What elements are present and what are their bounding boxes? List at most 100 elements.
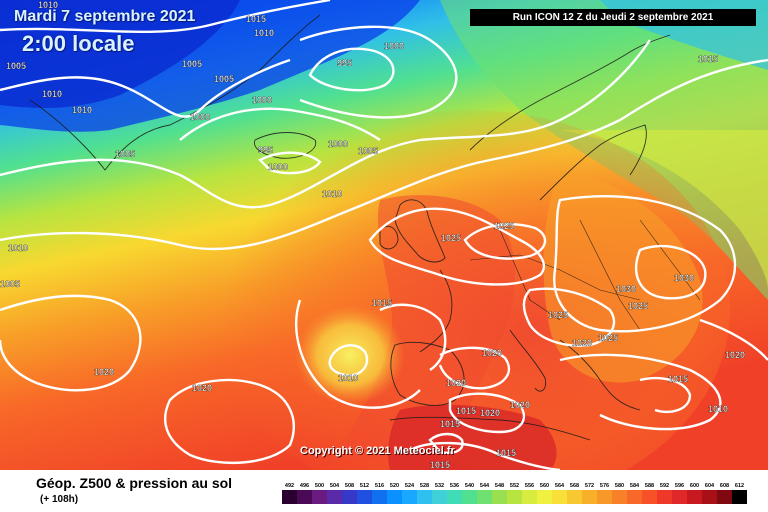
legend-label: 504 [330,483,340,489]
legend-label: 572 [585,483,594,489]
isobar-18 [163,378,295,464]
legend-swatch [612,490,627,504]
legend-label: 596 [675,483,684,489]
legend-swatch [312,490,327,504]
isobar-6 [0,39,651,209]
legend-swatch [657,490,672,504]
isobar-7 [257,151,322,175]
legend-swatch [327,490,342,504]
border-3 [579,219,641,331]
isobar-22 [639,376,692,414]
isobar-2 [308,47,395,92]
isobar-label: 1005 [0,279,20,289]
greenland-coast [29,14,321,171]
border-1 [469,254,641,301]
isobar-label: 1015 [372,298,392,308]
legend-label: 556 [525,483,534,489]
norway-coast [469,34,671,151]
isobar-labels: 1010 1015 1010 1000 995 1005 1005 1010 1… [0,0,745,470]
isobar-label: 1015 [456,406,476,416]
isobar-label: 1025 [598,333,618,343]
legend-swatch [687,490,702,504]
isobar-label: 1010 [8,243,28,253]
sweden-finland-coast [539,124,647,201]
legend-label: 492 [285,483,294,489]
legend-swatch [567,490,582,504]
isobar-21 [559,353,722,431]
isobar-label: 1020 [572,338,592,348]
isobar-9 [368,207,546,286]
legend-label: 564 [555,483,565,489]
legend-label: 584 [630,483,640,489]
isobar-11 [553,195,737,333]
isobar-label: 1025 [441,233,461,243]
isobar-label: 1020 [480,408,500,418]
isobar-label: 1010 [42,89,62,99]
legend-label: 568 [570,483,579,489]
isobar-13 [522,287,616,347]
legend-swatch [552,490,567,504]
north-africa-coast [389,416,591,441]
isobar-label: 1000 [384,41,404,51]
iberia-coast [390,341,465,406]
legend-label: 528 [420,483,429,489]
legend-swatch [672,490,687,504]
isobar-label: 1010 [254,28,274,38]
cutoff-low-iberia [295,305,405,405]
isobar-label: 1020 [446,378,466,388]
isobar-label: 1010 [708,404,728,414]
legend-swatch [702,490,717,504]
isobar-label: 1005 [358,146,378,156]
legend-label: 500 [315,483,324,489]
legend-label: 532 [435,483,444,489]
copyright-notice: Copyright © 2021 Meteociel.fr [300,445,455,457]
legend-swatch [402,490,417,504]
isobar-23 [699,318,768,361]
isobar-label: 1000 [252,95,272,105]
isobars [0,0,768,470]
isobar-label: 1015 [668,374,688,384]
isobar-8 [0,58,768,251]
isobar-label: 1005 [182,59,202,69]
france-coast [419,269,453,353]
color-scale-legend: 492 496 500 504 508 512 516 520 524 528 532 536 540 5… [282,483,747,504]
legend-label: 604 [705,483,715,489]
legend-label: 536 [450,483,459,489]
british-isles-coast [394,199,446,263]
legend-label: 608 [720,483,729,489]
legend-label: 496 [300,483,309,489]
isobar-label: 1000 [190,112,210,122]
legend-label: 580 [615,483,624,489]
legend-swatch [342,490,357,504]
isobar-17 [295,299,421,409]
isobar-label: 1020 [725,350,745,360]
legend-swatch [477,490,492,504]
isobar-12 [635,244,707,300]
border-2 [499,229,561,321]
central-europe-orange [543,170,703,383]
isobar-label: 1025 [494,221,514,231]
legend-swatch [462,490,477,504]
isobar-label: 1000 [328,139,348,149]
coastlines [29,14,701,441]
legend-swatch [717,490,732,504]
weather-map: 1010 1015 1010 1000 995 1005 1005 1010 1… [0,0,768,470]
deep-blue-core [0,0,240,108]
isobar-label: 1015 [430,460,450,470]
field-title: Géop. Z500 & pression au sol [36,475,233,491]
legend-swatch [357,490,372,504]
isobar-label: 1010 [38,0,58,10]
isobar-10 [463,223,547,260]
isobar-label: 1020 [192,383,212,393]
forecast-date: Mardi 7 septembre 2021 [14,8,196,25]
legend-swatch [432,490,447,504]
isobar-label: 1025 [628,301,648,311]
legend-swatch [732,490,747,504]
isobar-label: 1015 [496,448,516,458]
legend-label: 588 [645,483,654,489]
isobar-14 [0,294,142,392]
isobar-label: 1015 [698,54,718,64]
isobar-label: 1015 [440,419,460,429]
legend-swatch [627,490,642,504]
balkans-coast [559,339,641,411]
